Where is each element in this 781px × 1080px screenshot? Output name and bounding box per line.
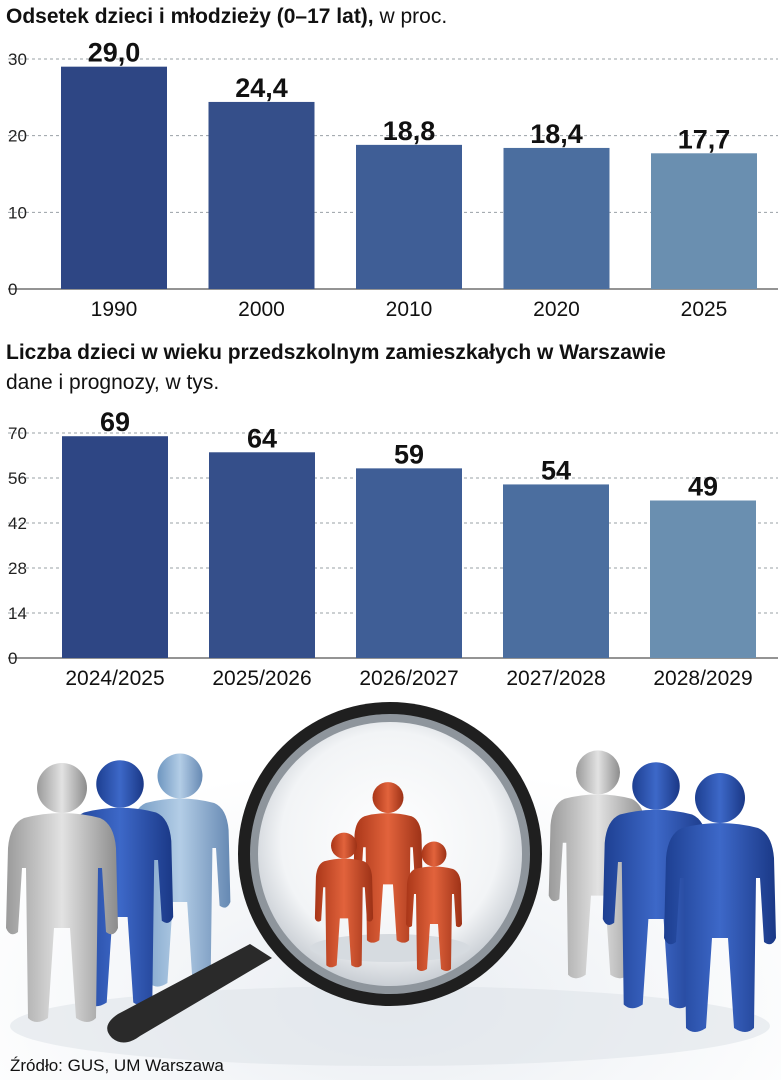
chart2-ytick-label: 42 — [8, 514, 27, 533]
chart2-preschool-children: 0 14 28 42 56 70 69 2024/2025 64 2025/2026 59 2026/… — [8, 407, 778, 690]
chart1-ytick-label: 10 — [8, 203, 27, 222]
people-magnifier-illustration — [0, 686, 781, 1080]
chart1-percent-children: 0 10 20 30 29,0 1990 24,4 2000 18,8 2010 18,4 2020 1… — [8, 38, 778, 321]
chart2-category-label: 2026/2027 — [359, 667, 458, 690]
chart1-category-label: 2010 — [386, 298, 433, 321]
chart2-ytick-label: 14 — [8, 604, 27, 623]
chart1-title: Odsetek dzieci i młodzieży (0–17 lat), w… — [6, 5, 448, 28]
chart2-category-label: 2028/2029 — [653, 667, 752, 690]
chart1-value-label: 24,4 — [235, 73, 288, 103]
chart1-bar-2025 — [651, 153, 757, 289]
chart2-bar-2024/2025 — [62, 436, 168, 658]
chart2-subtitle: dane i prognozy, w tys. — [6, 371, 220, 394]
chart1-ytick-label: 30 — [8, 50, 27, 69]
chart2-ytick-label: 70 — [8, 424, 27, 443]
chart1-ytick-label: 20 — [8, 127, 27, 146]
chart2-bar-2026/2027 — [356, 468, 462, 658]
chart2-category-label: 2024/2025 — [65, 667, 164, 690]
chart1-bar-1990 — [61, 66, 167, 290]
chart2-ytick-label: 56 — [8, 469, 27, 488]
chart2-value-label: 54 — [541, 455, 571, 485]
chart1-category-label: 2020 — [533, 298, 580, 321]
chart1-category-label: 1990 — [91, 298, 138, 321]
chart1-category-label: 2025 — [681, 298, 728, 321]
chart2-bar-2028/2029 — [650, 500, 756, 658]
chart2-value-label: 49 — [688, 472, 718, 502]
chart1-ytick-label: 0 — [8, 280, 17, 299]
chart1-bar-2010 — [356, 144, 462, 289]
chart2-category-label: 2025/2026 — [212, 667, 311, 690]
chart1-bar-2020 — [503, 147, 610, 289]
chart1-value-label: 18,4 — [530, 119, 583, 149]
chart2-bar-2025/2026 — [209, 452, 315, 658]
chart1-value-label: 18,8 — [383, 116, 436, 146]
chart2-category-label: 2027/2028 — [506, 667, 605, 690]
chart2-bar-2027/2028 — [503, 484, 609, 658]
chart1-value-label: 29,0 — [88, 38, 141, 68]
chart2-value-label: 59 — [394, 439, 424, 469]
chart2-ytick-label: 28 — [8, 559, 27, 578]
chart2-ytick-label: 0 — [8, 649, 17, 668]
chart1-bar-2000 — [208, 101, 315, 289]
chart2-value-label: 64 — [247, 423, 277, 453]
source-note: Źródło: GUS, UM Warszawa — [10, 1056, 224, 1075]
chart2-title: Liczba dzieci w wieku przedszkolnym zami… — [6, 341, 666, 364]
magnifier-icon — [107, 702, 542, 1043]
chart1-value-label: 17,7 — [678, 124, 731, 154]
chart1-category-label: 2000 — [238, 298, 285, 321]
chart2-value-label: 69 — [100, 407, 130, 437]
